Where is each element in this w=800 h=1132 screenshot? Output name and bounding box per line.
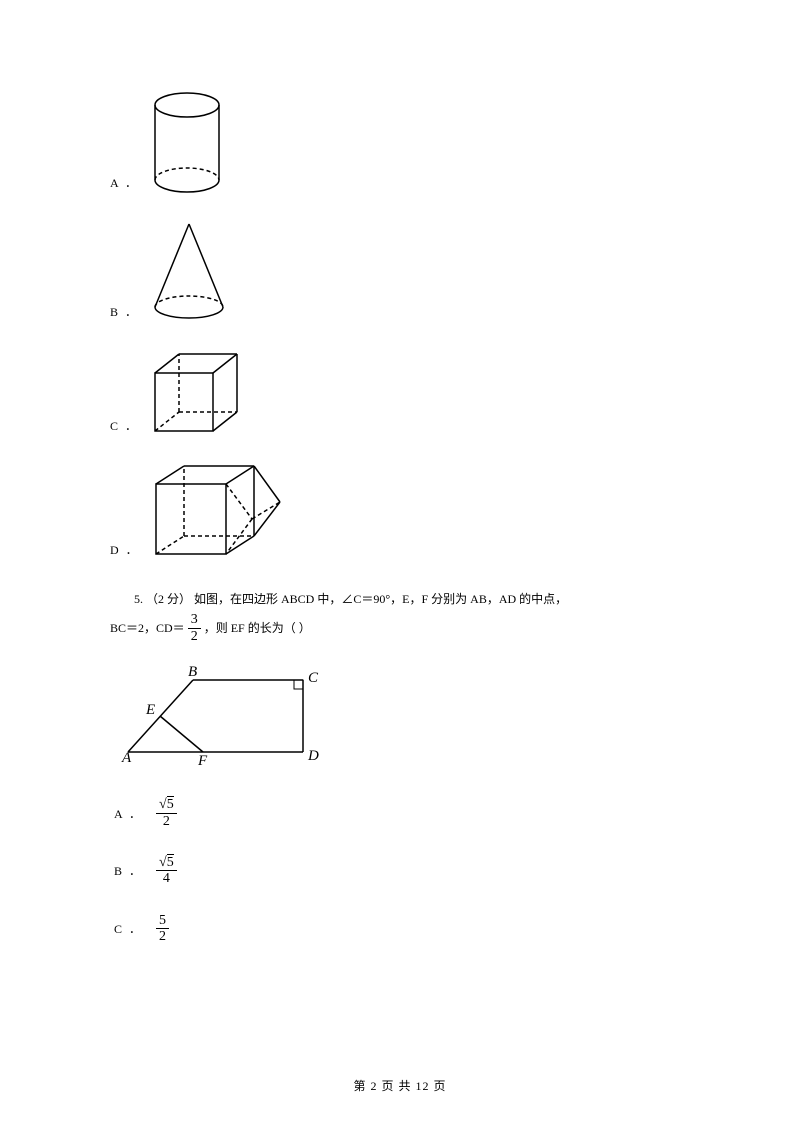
q5a-den: 2: [160, 814, 173, 829]
q5-line2: BC＝2，CD＝ 3 2 ，则 EF 的长为（ ）: [110, 612, 710, 644]
q5-cd-fraction: 3 2: [188, 612, 201, 644]
cube-icon: [147, 348, 247, 438]
q5-line2-prefix: BC＝2，CD＝: [110, 615, 185, 641]
option-d-prism: D ．: [110, 462, 710, 562]
q5-opt-a-label: A ．: [114, 805, 143, 822]
option-c-cube: C ．: [110, 348, 710, 438]
lbl-A: A: [121, 750, 132, 766]
quadrilateral-diagram-icon: A B C D E F: [118, 662, 323, 767]
q5a-num: √5: [156, 797, 177, 813]
page-footer: 第 2 页 共 12 页: [0, 1077, 800, 1094]
lbl-E: E: [145, 702, 155, 718]
page-content: A ． B ． C ．: [0, 0, 800, 1011]
lbl-F: F: [197, 753, 208, 767]
q5-diagram: A B C D E F: [118, 662, 710, 771]
q5-cd-den: 2: [188, 629, 201, 644]
prism-icon: [148, 462, 288, 562]
q5c-den: 2: [156, 929, 169, 944]
q5-line2-suffix: ，则 EF 的长为（ ）: [204, 615, 311, 641]
q5-opt-b-frac: √5 4: [156, 855, 177, 887]
q5b-den: 4: [160, 871, 173, 886]
q5-line1: 5. （2 分） 如图，在四边形 ABCD 中，∠C＝90°，E，F 分别为 A…: [110, 586, 710, 612]
option-b-label: B ．: [110, 303, 139, 324]
lbl-C: C: [308, 670, 319, 686]
q5b-num: √5: [156, 855, 177, 871]
q5-opt-b: B ． √5 4: [114, 855, 710, 887]
cylinder-icon: [147, 90, 227, 195]
q5-opt-c-label: C ．: [114, 920, 143, 937]
q5-cd-num: 3: [188, 612, 201, 628]
lbl-D: D: [307, 748, 319, 764]
option-a-cylinder: A ．: [110, 90, 710, 195]
q5-opt-c-frac: 5 2: [156, 913, 169, 945]
option-d-label: D ．: [110, 541, 140, 562]
lbl-B: B: [188, 664, 197, 680]
q5-opt-b-label: B ．: [114, 862, 143, 879]
q5-opt-a-frac: √5 2: [156, 797, 177, 829]
option-c-label: C ．: [110, 417, 139, 438]
option-a-label: A ．: [110, 174, 139, 195]
option-b-cone: B ．: [110, 219, 710, 324]
cone-icon: [147, 219, 232, 324]
q5-opt-a: A ． √5 2: [114, 797, 710, 829]
q5-opt-c: C ． 5 2: [114, 913, 710, 945]
q5c-num: 5: [156, 913, 169, 929]
